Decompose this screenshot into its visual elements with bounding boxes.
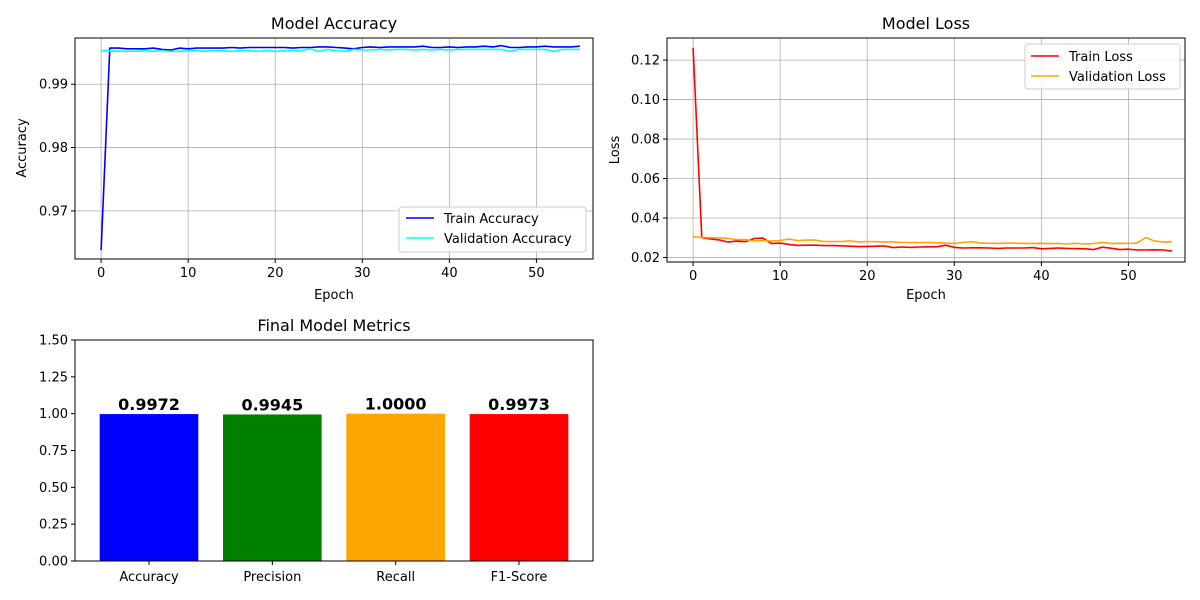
legend-validation-accuracy-label: Validation Accuracy bbox=[444, 232, 572, 247]
loss-x-axis-label: Epoch bbox=[906, 288, 946, 303]
loss-legend-box bbox=[1024, 43, 1181, 90]
x-tick-label-f1-score: F1-Score bbox=[491, 570, 548, 585]
metrics-y-tick-label: 1.00 bbox=[39, 407, 68, 422]
accuracy-series bbox=[100, 44, 580, 251]
metrics-bar-chart: 0.9972 0.9945 1.0000 0.9973 Accuracy Precisi… bbox=[39, 316, 594, 585]
accuracy-x-axis-label: Epoch bbox=[314, 288, 354, 303]
accuracy-y-tick-label: 0.97 bbox=[39, 204, 68, 219]
loss-x-tick-label: 40 bbox=[1033, 269, 1050, 284]
loss-x-axis: 0 10 20 30 40 50 bbox=[689, 262, 1137, 284]
accuracy-y-axis: 0.97 0.98 0.99 bbox=[39, 78, 75, 219]
legend-train-loss-label: Train Loss bbox=[1068, 50, 1133, 65]
bar-value-label-recall: 1.0000 bbox=[365, 395, 427, 414]
x-tick-label-accuracy: Accuracy bbox=[119, 570, 179, 585]
loss-y-tick-label: 0.04 bbox=[631, 211, 660, 226]
metrics-bars: 0.9972 0.9945 1.0000 0.9973 bbox=[99, 395, 569, 561]
metrics-y-tick-label: 0.00 bbox=[39, 555, 68, 570]
bar-recall bbox=[346, 413, 445, 561]
accuracy-x-tick-label: 0 bbox=[97, 266, 105, 281]
accuracy-x-tick-label: 20 bbox=[267, 266, 284, 281]
loss-grid bbox=[667, 38, 1185, 262]
accuracy-chart: 0 10 20 30 40 50 0.970.980.99 Model Accuracy … bbox=[15, 14, 594, 303]
loss-x-tick-label: 10 bbox=[772, 269, 789, 284]
loss-series bbox=[692, 47, 1173, 252]
series-line-validation-accuracy bbox=[101, 47, 580, 53]
bar-precision bbox=[223, 414, 322, 561]
loss-y-tick-label: 0.06 bbox=[631, 172, 660, 187]
accuracy-x-tick-label: 50 bbox=[528, 266, 545, 281]
loss-y-axis: 0.02 0.04 0.06 0.08 0.10 0.12 bbox=[631, 54, 667, 266]
accuracy-y-axis-label: Accuracy bbox=[15, 118, 30, 178]
loss-y-tick-label: 0.12 bbox=[631, 54, 660, 69]
bar-f1-score bbox=[469, 414, 569, 561]
bar-value-label-accuracy: 0.9972 bbox=[118, 395, 180, 414]
metrics-y-tick-label: 0.75 bbox=[39, 444, 68, 459]
x-tick-label-recall: Recall bbox=[376, 570, 415, 585]
loss-x-tick-label: 20 bbox=[859, 269, 876, 284]
loss-chart: 0 10 20 30 40 50 0.02 0.04 0.06 0.08 0.10 0.12 Mod… bbox=[608, 14, 1186, 303]
series-line-train-loss bbox=[692, 47, 1173, 252]
bar-value-label-precision: 0.9945 bbox=[241, 395, 303, 414]
accuracy-y-tick-label: 0.98 bbox=[39, 141, 68, 156]
accuracy-x-tick-label: 40 bbox=[441, 266, 458, 281]
accuracy-legend: Train Accuracy Validation Accuracy bbox=[398, 206, 587, 253]
loss-y-tick-label: 0.02 bbox=[631, 251, 660, 266]
loss-x-tick-label: 0 bbox=[689, 269, 697, 284]
accuracy-x-tick-label: 30 bbox=[354, 266, 371, 281]
accuracy-x-tick-label: 10 bbox=[180, 266, 197, 281]
metrics-chart-title: Final Model Metrics bbox=[257, 316, 410, 335]
metrics-y-axis: 0.00 0.25 0.50 0.75 1.00 1.25 1.50 bbox=[39, 334, 75, 570]
loss-legend: Train Loss Validation Loss bbox=[1024, 43, 1181, 90]
accuracy-plot-frame bbox=[74, 37, 594, 260]
legend-validation-loss-label: Validation Loss bbox=[1069, 70, 1166, 85]
loss-chart-title: Model Loss bbox=[882, 14, 970, 33]
metrics-y-tick-label: 0.25 bbox=[39, 518, 68, 533]
bar-value-label-f1-score: 0.9973 bbox=[488, 395, 550, 414]
x-tick-label-precision: Precision bbox=[243, 570, 301, 585]
series-line-train-accuracy bbox=[100, 44, 580, 251]
bar-accuracy bbox=[99, 414, 199, 561]
loss-x-tick-label: 50 bbox=[1120, 269, 1137, 284]
accuracy-y-tick-label: 0.99 bbox=[39, 78, 68, 93]
loss-y-axis-label: Loss bbox=[608, 136, 623, 165]
metrics-y-tick-label: 1.25 bbox=[39, 370, 68, 385]
accuracy-chart-title: Model Accuracy bbox=[271, 14, 397, 33]
accuracy-x-axis: 0 10 20 30 40 50 bbox=[97, 259, 545, 281]
loss-plot-frame bbox=[666, 37, 1186, 263]
loss-y-tick-label: 0.08 bbox=[631, 133, 660, 148]
series-line-validation-loss bbox=[693, 235, 1172, 245]
loss-y-tick-label: 0.10 bbox=[631, 93, 660, 108]
metrics-x-axis: Accuracy Precision Recall F1-Score bbox=[119, 561, 547, 585]
metrics-y-tick-label: 1.50 bbox=[39, 334, 68, 349]
accuracy-legend-box bbox=[398, 206, 587, 253]
loss-x-tick-label: 30 bbox=[946, 269, 963, 284]
legend-train-accuracy-label: Train Accuracy bbox=[443, 212, 539, 227]
metrics-y-tick-label: 0.50 bbox=[39, 481, 68, 496]
